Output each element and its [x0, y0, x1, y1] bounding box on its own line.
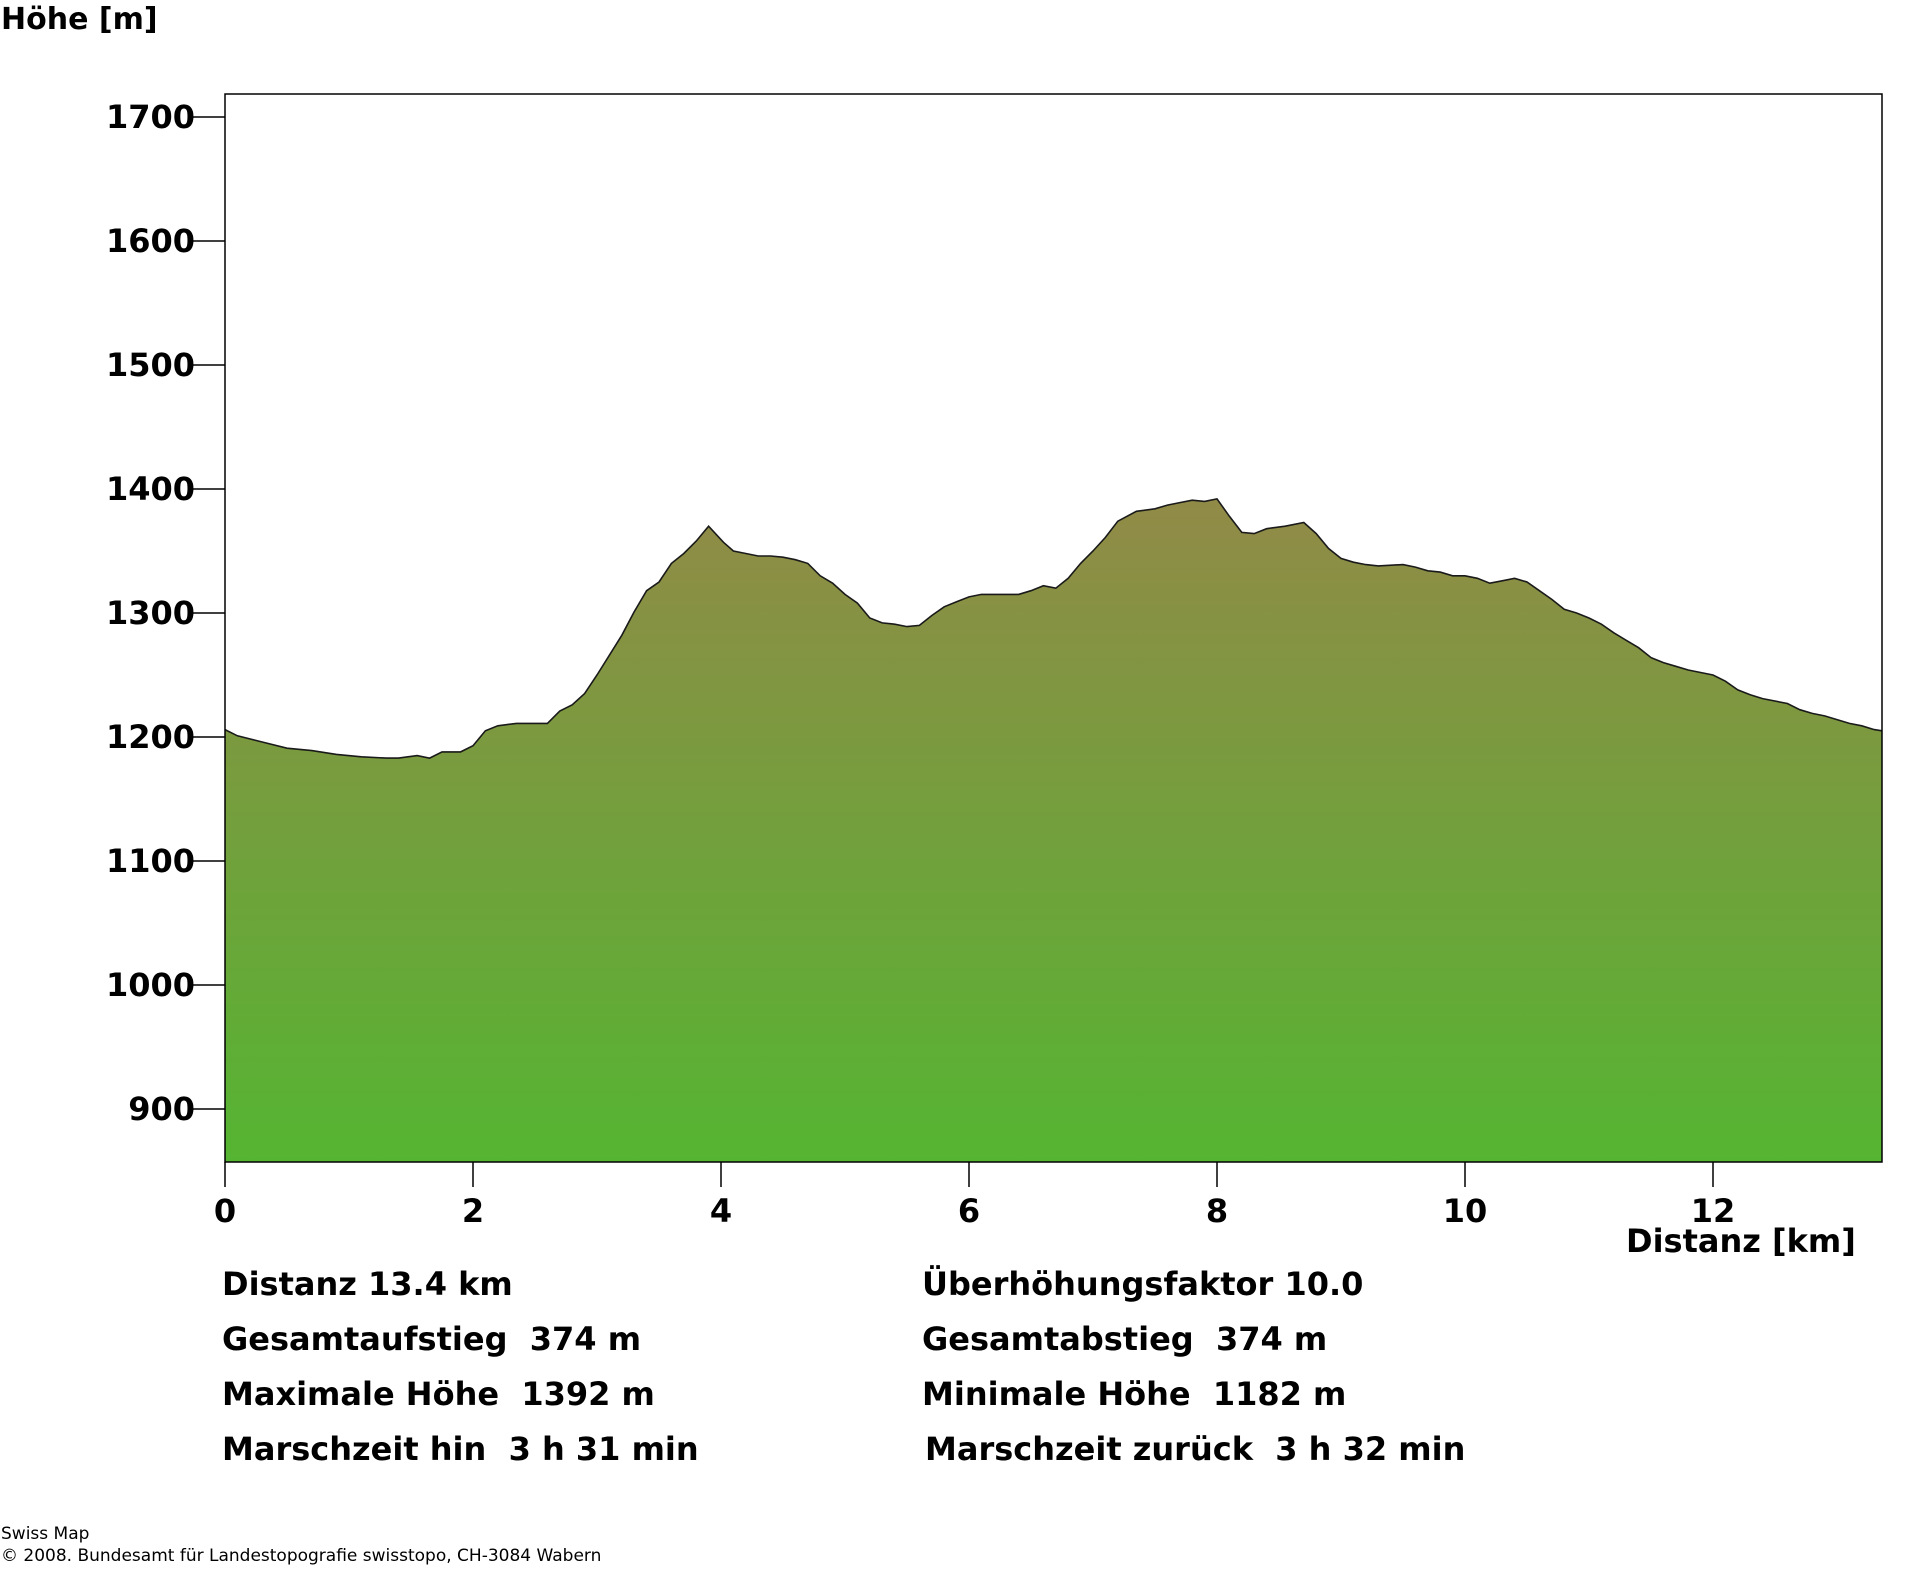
- x-axis: 0 2 4 6 8 10 12: [214, 1162, 1735, 1230]
- y-tick-label: 1100: [106, 842, 195, 880]
- x-tick-label: 12: [1691, 1192, 1736, 1230]
- x-tick-label: 0: [214, 1192, 236, 1230]
- x-tick-label: 10: [1443, 1192, 1488, 1230]
- stat-min-height: Minimale Höhe 1182 m: [922, 1375, 1347, 1413]
- elevation-profile-line: [224, 498, 1883, 759]
- y-tick-label: 1500: [106, 346, 195, 384]
- y-axis: 900 1000 1100 1200 1300 1400 1500 1600 1700: [106, 98, 225, 1128]
- credit-swiss-map: Swiss Map: [1, 1524, 90, 1544]
- elevation-area-layer: [224, 498, 1883, 1162]
- stat-time-forward: Marschzeit hin 3 h 31 min: [222, 1430, 699, 1468]
- x-tick-label: 4: [710, 1192, 732, 1230]
- x-axis-title: Distanz [km]: [1626, 1222, 1856, 1260]
- stat-descent: Gesamtabstieg 374 m: [922, 1320, 1328, 1358]
- y-tick-label: 900: [128, 1090, 195, 1128]
- x-tick-label: 2: [462, 1192, 484, 1230]
- y-tick-label: 1000: [106, 966, 195, 1004]
- stat-distance: Distanz 13.4 km: [222, 1265, 513, 1303]
- y-tick-label: 1600: [106, 222, 195, 260]
- stat-time-back: Marschzeit zurück 3 h 32 min: [925, 1430, 1466, 1468]
- plot-frame: [224, 93, 1883, 1163]
- x-tick-label: 8: [1206, 1192, 1228, 1230]
- y-tick-label: 1400: [106, 470, 195, 508]
- elevation-area: [225, 498, 1882, 1162]
- stat-max-height: Maximale Höhe 1392 m: [222, 1375, 655, 1413]
- stat-exaggeration: Überhöhungsfaktor 10.0: [922, 1265, 1364, 1303]
- y-tick-label: 1300: [106, 594, 195, 632]
- y-tick-label: 1200: [106, 718, 195, 756]
- y-axis-title: Höhe [m]: [1, 2, 158, 37]
- y-tick-label: 1700: [106, 98, 195, 136]
- credit-copyright: © 2008. Bundesamt für Landestopografie s…: [1, 1546, 602, 1566]
- stat-ascent: Gesamtaufstieg 374 m: [222, 1320, 642, 1358]
- x-tick-label: 6: [958, 1192, 980, 1230]
